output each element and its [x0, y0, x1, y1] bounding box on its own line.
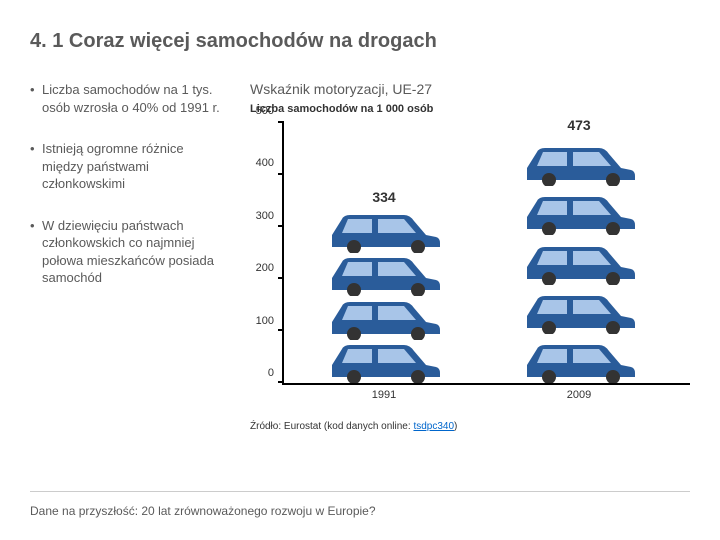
car-icon [519, 241, 639, 285]
chart-subtitle: Liczba samochodów na 1 000 osób [250, 103, 690, 115]
source-suffix: ) [454, 421, 457, 432]
car-icon [324, 209, 444, 253]
y-tick: 200 [256, 262, 274, 274]
y-axis: 0 100 200 300 400 500 [250, 123, 278, 385]
chart-panel: Wskaźnik motoryzacji, UE-27 Liczba samoc… [250, 81, 690, 432]
car-icon [519, 142, 639, 186]
content-row: Liczba samochodów na 1 tys. osób wzrosła… [30, 81, 690, 432]
source-link[interactable]: tsdpc340 [413, 421, 454, 432]
bullet-item: W dziewięciu państwach członkowskich co … [30, 217, 220, 287]
y-tick: 0 [268, 367, 274, 379]
car-icon [519, 191, 639, 235]
bar-value-label: 334 [314, 189, 454, 205]
source-line: Źródło: Eurostat (kod danych online: tsd… [250, 421, 690, 432]
source-prefix: Źródło: Eurostat (kod danych online: [250, 421, 413, 432]
y-tick: 100 [256, 315, 274, 327]
y-tick: 300 [256, 210, 274, 222]
footer-divider [30, 491, 690, 492]
bullet-item: Liczba samochodów na 1 tys. osób wzrosła… [30, 81, 220, 116]
chart-title: Wskaźnik motoryzacji, UE-27 [250, 81, 690, 97]
tick-mark [278, 225, 284, 227]
car-icon [324, 252, 444, 296]
tick-mark [278, 121, 284, 123]
tick-mark [278, 173, 284, 175]
tick-mark [278, 329, 284, 331]
bar-1991: 334 1991 [314, 209, 454, 383]
car-icon [324, 296, 444, 340]
title-bold: Coraz więcej samochodów na drogach [69, 30, 437, 52]
chart-area: 0 100 200 300 400 500 334 [250, 123, 690, 403]
footer-text: Dane na przyszłość: 20 lat zrównoważoneg… [30, 504, 376, 518]
page-title: 4. 1 Coraz więcej samochodów na drogach [30, 30, 690, 53]
bullet-list: Liczba samochodów na 1 tys. osób wzrosła… [30, 81, 220, 432]
tick-mark [278, 381, 284, 383]
bar-value-label: 473 [509, 117, 649, 133]
car-icon [519, 290, 639, 334]
x-category-label: 1991 [314, 389, 454, 401]
title-prefix: 4. 1 [30, 30, 69, 52]
x-category-label: 2009 [509, 389, 649, 401]
y-tick: 500 [256, 105, 274, 117]
car-icon [519, 339, 639, 383]
y-tick: 400 [256, 157, 274, 169]
tick-mark [278, 277, 284, 279]
plot-area: 334 1991 473 2009 [282, 123, 690, 385]
car-icon [324, 339, 444, 383]
bullet-item: Istnieją ogromne różnice między państwam… [30, 140, 220, 193]
bar-2009: 473 2009 [509, 137, 649, 383]
